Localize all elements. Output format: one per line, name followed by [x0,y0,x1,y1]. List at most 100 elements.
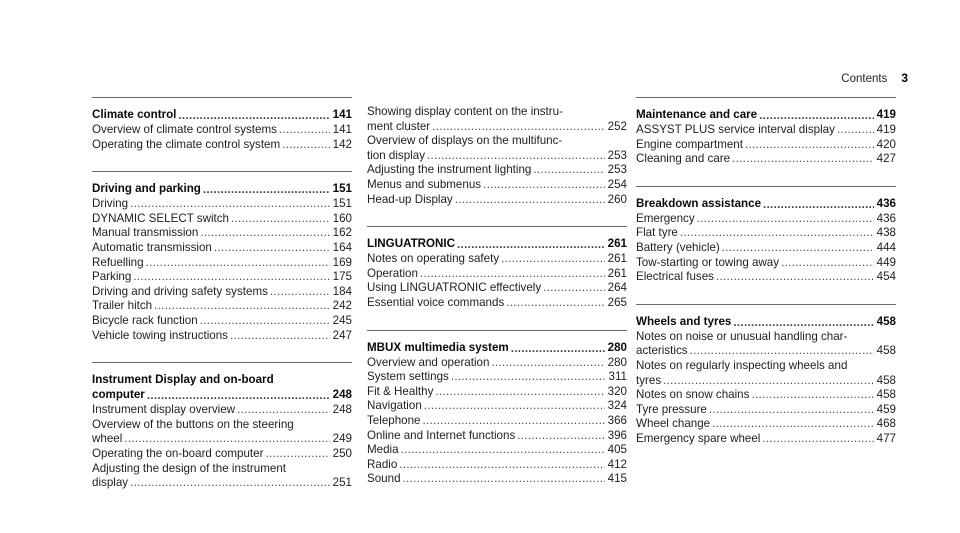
toc-entry[interactable]: Parking 175 [92,270,352,285]
toc-entry[interactable]: System settings 311 [367,370,627,385]
entry-label: Notes on noise or unusual handling char-… [636,329,848,358]
section-heading[interactable]: Breakdown assistance 436 [636,195,896,212]
toc-entry[interactable]: Navigation 324 [367,399,627,414]
header-title: Contents [841,73,888,85]
toc-entry[interactable]: Menus and submenus 254 [367,177,627,193]
entry-label: Radio [367,457,398,471]
entry-label: Electrical fuses [636,270,714,284]
entry-page-number: 151 [329,197,352,212]
entry-page-number: 251 [329,476,352,491]
dot-leader [282,138,330,153]
toc-entry[interactable]: Engine compartment 420 [636,137,896,153]
entry-page-number: 324 [604,399,627,414]
page-header: Contents 3 [841,71,908,87]
toc-entry[interactable]: Trailer hitch 242 [92,299,352,314]
dot-leader [237,403,330,418]
toc-entry[interactable]: Wheel change 468 [636,417,896,432]
toc-entry[interactable]: Showing display content on the instru- m… [367,105,627,135]
toc-entry[interactable]: Cleaning and care 427 [636,152,896,167]
toc-entry[interactable]: Online and Internet functions 396 [367,428,627,444]
toc-entry[interactable]: Operating the on-board computer 250 [92,446,352,462]
section-heading-label: Wheels and tyres [636,314,732,328]
toc-entry[interactable]: Overview of climate control systems 141 [92,123,352,138]
toc-entry[interactable]: Automatic transmission 164 [92,240,352,256]
entry-label: Adjusting the design of the instrument d… [92,461,286,490]
entry-page-number: 142 [329,137,352,153]
toc-entry[interactable]: Refuelling 169 [92,255,352,271]
section-heading[interactable]: Climate control 141 [92,107,352,122]
entry-page-number: 449 [873,255,896,271]
toc-entry[interactable]: Notes on operating safety 261 [367,252,627,267]
toc-entry[interactable]: Overview of the buttons on the steering … [92,418,352,447]
toc-entry[interactable]: Telephone 366 [367,413,627,429]
dot-leader [401,443,605,458]
entry-page-number: 265 [604,295,627,311]
entry-page-number: 444 [873,240,896,256]
toc-entry[interactable]: ASSYST PLUS service interval display 419 [636,123,896,138]
entry-label: Manual transmission [92,226,199,240]
toc-section: Instrument Display and on-board computer… [92,362,352,491]
entry-page-number: 405 [604,443,627,458]
entry-page-number: 264 [604,281,627,296]
entry-label: Essential voice commands [367,295,505,309]
dot-leader [147,388,330,403]
toc-entry[interactable]: Electrical fuses 454 [636,270,896,285]
entry-label: Driving and driving safety systems [92,284,268,298]
entry-label: Battery (vehicle) [636,240,720,254]
toc-entry[interactable]: DYNAMIC SELECT switch 160 [92,211,352,227]
toc-entry[interactable]: Overview of displays on the multifunc- t… [367,134,627,164]
toc-entry[interactable]: Sound 415 [367,472,627,487]
toc-entry[interactable]: Manual transmission 162 [92,226,352,241]
section-heading[interactable]: Driving and parking 151 [92,181,352,197]
section-heading-label: Driving and parking [92,182,201,196]
toc-entry[interactable]: Battery (vehicle) 444 [636,240,896,256]
entry-label: Menus and submenus [367,177,482,191]
toc-column-1: Climate control141Overview of climate co… [92,97,352,510]
toc-entry[interactable]: Fit & Healthy 320 [367,384,627,400]
toc-entry[interactable]: Emergency spare wheel 477 [636,431,896,447]
entry-page-number: 261 [604,266,627,282]
toc-entry[interactable]: Notes on noise or unusual handling char-… [636,330,896,359]
toc-entry[interactable]: Operating the climate control system 142 [92,137,352,153]
toc-entry[interactable]: Using LINGUATRONIC effectively 264 [367,281,627,296]
toc-entry[interactable]: Head-up Display 260 [367,192,627,208]
toc-entry[interactable]: Driving 151 [92,197,352,212]
entry-page-number: 415 [604,472,627,487]
section-heading[interactable]: MBUX multimedia system 280 [367,339,627,355]
toc-entry[interactable]: Operation 261 [367,266,627,282]
toc-entry[interactable]: Adjusting the instrument lighting 253 [367,163,627,178]
section-page-number: 151 [329,181,352,197]
entry-page-number: 459 [873,402,896,418]
section-heading-label: Instrument Display and on-board computer [92,373,274,402]
toc-entry[interactable]: Tyre pressure 459 [636,402,896,418]
section-heading[interactable]: Instrument Display and on-board computer… [92,372,352,403]
entry-label: Navigation [367,399,422,413]
toc-entry[interactable]: Radio 412 [367,457,627,473]
toc-entry[interactable]: Tow-starting or towing away 449 [636,255,896,271]
entry-label: Tow-starting or towing away [636,255,780,269]
toc-entry[interactable]: Bicycle rack function 245 [92,313,352,329]
entry-label: Refuelling [92,255,144,269]
toc-entry[interactable]: Notes on snow chains 458 [636,388,896,403]
toc-entry[interactable]: Emergency 436 [636,211,896,227]
section-heading[interactable]: LINGUATRONIC 261 [367,236,627,252]
dot-leader [279,123,330,138]
toc-entry[interactable]: Driving and driving safety systems 184 [92,284,352,300]
toc-entry[interactable]: Essential voice commands 265 [367,295,627,311]
section-heading[interactable]: Wheels and tyres 458 [636,313,896,329]
section-page-number: 141 [329,107,352,122]
toc-entry[interactable]: Flat tyre 438 [636,226,896,241]
section-heading[interactable]: Maintenance and care 419 [636,107,896,122]
toc-entry[interactable]: Vehicle towing instructions 247 [92,328,352,344]
dot-leader [200,226,329,241]
entry-page-number: 254 [604,177,627,193]
toc-entry[interactable]: Overview and operation 280 [367,355,627,371]
toc-entry[interactable]: Adjusting the design of the instrument d… [92,462,352,491]
toc-entry[interactable]: Media 405 [367,443,627,458]
section-heading-label: MBUX multimedia system [367,340,509,354]
entry-page-number: 320 [604,384,627,400]
toc-entry[interactable]: Instrument display overview 248 [92,403,352,418]
entry-page-number: 427 [873,152,896,167]
toc-entry[interactable]: Notes on regularly inspecting wheels and… [636,359,896,389]
dot-leader [763,197,874,212]
